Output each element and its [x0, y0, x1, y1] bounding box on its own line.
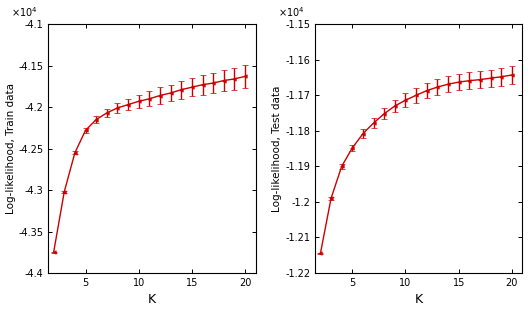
Y-axis label: Log-likelihood, Test data: Log-likelihood, Test data — [272, 85, 282, 212]
Y-axis label: Log-likelihood, Train data: Log-likelihood, Train data — [6, 83, 15, 214]
Text: $\times\mathregular{10}^4$: $\times\mathregular{10}^4$ — [278, 5, 305, 19]
X-axis label: K: K — [414, 294, 423, 306]
X-axis label: K: K — [148, 294, 156, 306]
Text: $\times\mathregular{10}^4$: $\times\mathregular{10}^4$ — [11, 5, 37, 19]
